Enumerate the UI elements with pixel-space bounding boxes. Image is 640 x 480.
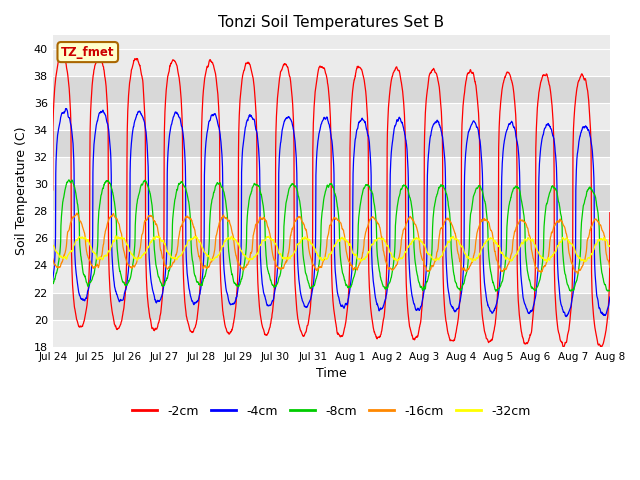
Bar xyxy=(52,76,610,103)
Text: TZ_fmet: TZ_fmet xyxy=(61,46,115,59)
Bar xyxy=(52,103,610,130)
Bar xyxy=(52,130,610,157)
Bar xyxy=(52,49,610,76)
Bar xyxy=(52,239,610,265)
Bar xyxy=(52,157,610,184)
Legend: -2cm, -4cm, -8cm, -16cm, -32cm: -2cm, -4cm, -8cm, -16cm, -32cm xyxy=(127,400,536,423)
Bar xyxy=(52,184,610,211)
X-axis label: Time: Time xyxy=(316,367,347,380)
Bar xyxy=(52,320,610,347)
Bar xyxy=(52,211,610,239)
Title: Tonzi Soil Temperatures Set B: Tonzi Soil Temperatures Set B xyxy=(218,15,444,30)
Bar xyxy=(52,265,610,292)
Bar xyxy=(52,292,610,320)
Y-axis label: Soil Temperature (C): Soil Temperature (C) xyxy=(15,127,28,255)
